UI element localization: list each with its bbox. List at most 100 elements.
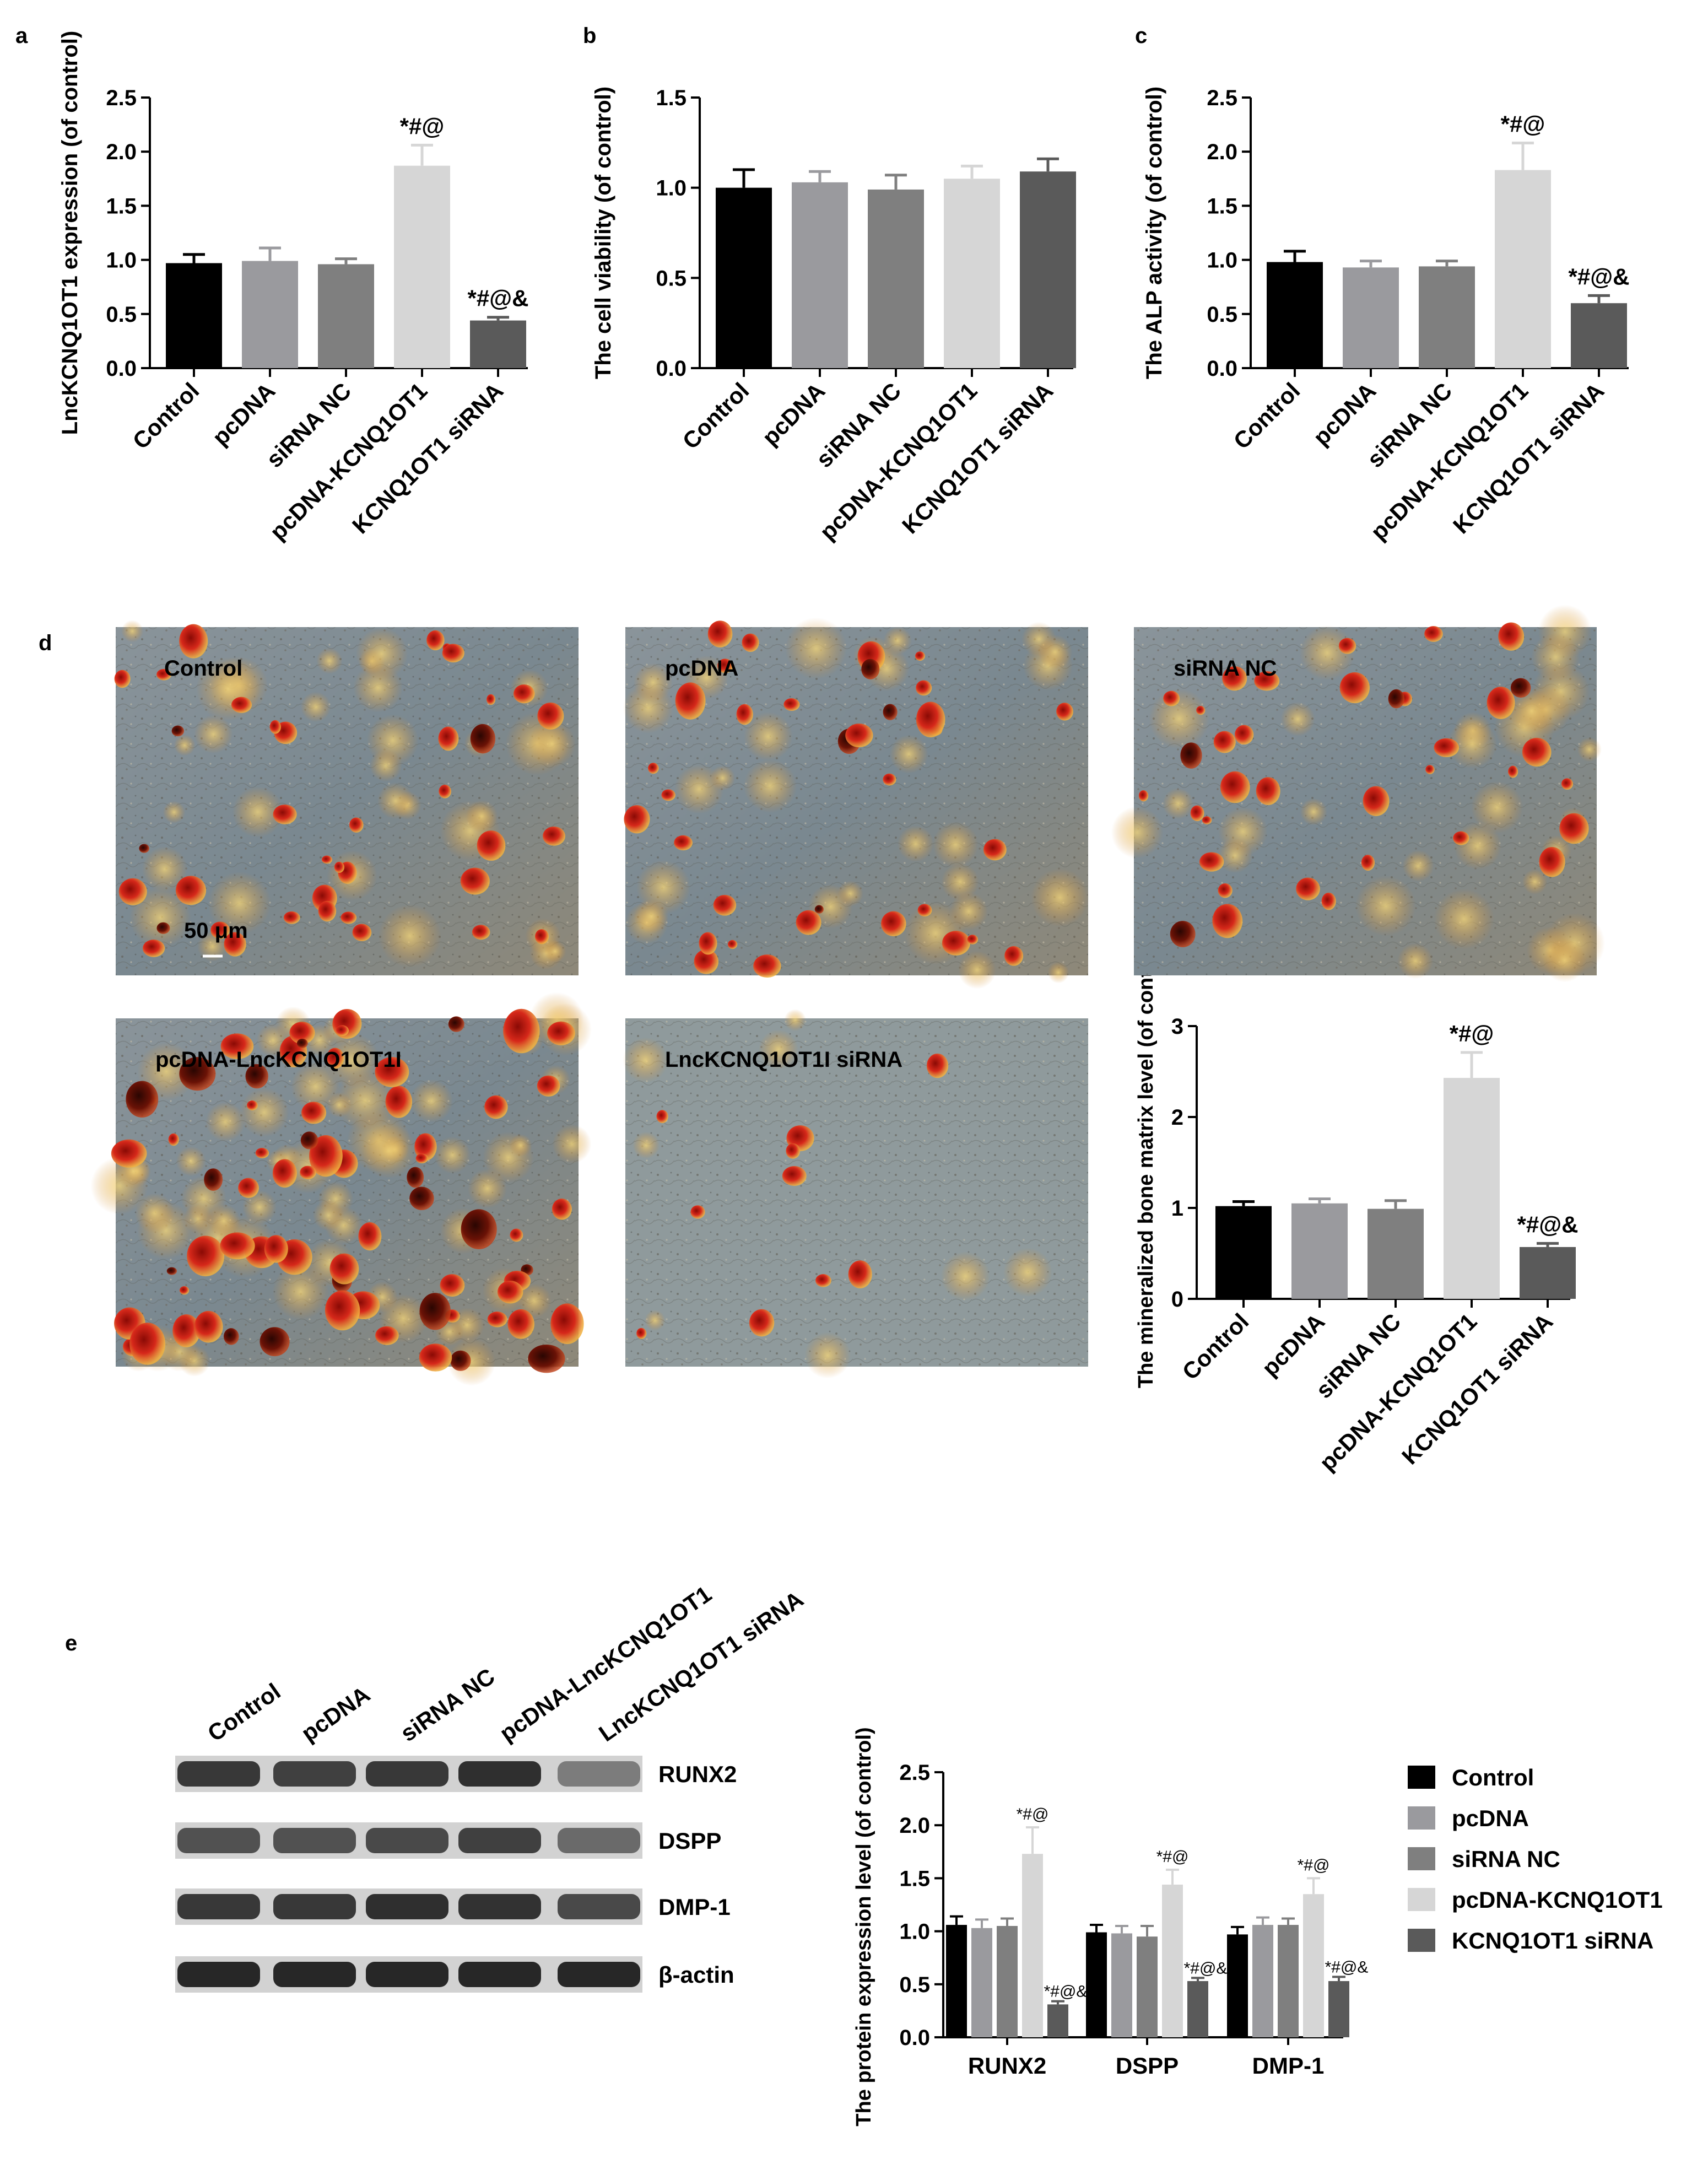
mineral-nodule xyxy=(537,1075,560,1097)
mineral-nodule xyxy=(699,932,717,955)
mineral-nodule xyxy=(916,702,945,738)
stain-haze xyxy=(163,801,186,824)
mineral-nodule xyxy=(848,1260,872,1288)
mineral-nodule xyxy=(1339,672,1370,704)
mineral-nodule xyxy=(1218,883,1233,898)
y-tick-label: 2.5 xyxy=(1207,86,1237,110)
mineral-nodule xyxy=(210,921,230,939)
mineral-nodule xyxy=(782,1166,807,1186)
blot-row-label: DSPP xyxy=(658,1828,721,1854)
stain-haze xyxy=(784,1009,807,1032)
micrograph-2: pcDNA xyxy=(623,617,1089,989)
stain-haze xyxy=(958,951,996,989)
chart-a: 0.0 0.5 1.0 1.5 2.0 2.5 LncKCNQ1OT1 expression… xyxy=(58,31,529,545)
significance-label: *#@& xyxy=(1044,1983,1088,2001)
bar xyxy=(470,320,526,368)
significance-label: *#@ xyxy=(1156,1848,1189,1866)
mineral-nodule xyxy=(1539,846,1565,877)
stain-haze xyxy=(378,904,442,968)
blot-lane-label: siRNA NC xyxy=(396,1663,499,1746)
mineral-nodule xyxy=(742,633,759,652)
mineral-nodule xyxy=(440,1274,465,1297)
blot-band xyxy=(458,1894,541,1919)
significance-label: *#@ xyxy=(1017,1805,1049,1823)
chart-c: 0.0 0.5 1.0 1.5 2.0 2.5 The ALP activity (of c… xyxy=(1142,86,1630,545)
blot-band xyxy=(366,1894,448,1919)
mineral-nodule xyxy=(246,1100,258,1111)
mineral-nodule xyxy=(1487,687,1515,719)
stain-haze xyxy=(1299,625,1355,681)
stain-haze xyxy=(889,735,928,774)
mineral-nodule xyxy=(272,1159,297,1188)
y-tick-label: 2 xyxy=(1171,1105,1183,1130)
stain-haze xyxy=(121,620,144,643)
y-tick-label: 1.5 xyxy=(656,86,687,110)
mineral-nodule xyxy=(179,1286,190,1295)
blot-lane-label: Control xyxy=(203,1678,285,1746)
mineral-nodule xyxy=(547,1021,575,1045)
mineral-nodule xyxy=(814,905,824,914)
mineral-nodule xyxy=(139,844,149,853)
micrograph-3: siRNA NC xyxy=(1111,605,1606,983)
blot-band xyxy=(177,1828,260,1853)
legend-swatch xyxy=(1408,1847,1435,1870)
mineral-nodule xyxy=(321,855,333,864)
y-tick-label: 1.0 xyxy=(899,1920,930,1944)
mineral-nodule xyxy=(1056,703,1073,721)
mineral-nodule xyxy=(438,726,459,751)
mineral-nodule xyxy=(472,925,490,940)
stain-haze xyxy=(552,1124,592,1164)
mineral-nodule xyxy=(1363,786,1390,816)
mineral-nodule xyxy=(1453,831,1469,845)
stain-haze xyxy=(206,1102,246,1142)
micrograph-label: siRNA NC xyxy=(1174,656,1277,681)
stain-haze xyxy=(633,1131,660,1159)
mineral-nodule xyxy=(118,878,147,905)
mineral-nodule xyxy=(142,939,165,957)
blot-band xyxy=(273,1962,356,1987)
mineral-nodule xyxy=(156,668,172,681)
mineral-nodule xyxy=(1199,852,1224,872)
mineral-nodule xyxy=(487,1312,507,1328)
stain-haze xyxy=(1543,938,1587,983)
blot-band xyxy=(366,1962,448,1987)
stain-haze xyxy=(142,846,188,892)
mineral-nodule xyxy=(674,835,693,851)
stain-haze xyxy=(1037,634,1073,670)
mineral-nodule xyxy=(1213,731,1236,753)
mineral-nodule xyxy=(497,1281,523,1304)
mineral-nodule xyxy=(460,867,490,895)
y-tick-label: 2.0 xyxy=(106,140,137,164)
bar xyxy=(1020,171,1076,368)
mineral-nodule xyxy=(179,1057,216,1091)
mineral-nodule xyxy=(223,1328,239,1345)
blot-band xyxy=(273,1828,356,1853)
stain-haze xyxy=(1531,633,1580,682)
chart-b: 0.0 0.5 1.0 1.5 The cell viability (of contr… xyxy=(591,86,1076,545)
mineral-nodule xyxy=(336,1025,349,1036)
mineral-nodule xyxy=(1296,877,1320,900)
mineral-nodule xyxy=(983,839,1007,861)
mineral-nodule xyxy=(1338,638,1356,654)
blot-band xyxy=(458,1962,541,1987)
stain-haze xyxy=(134,1193,175,1233)
mineral-nodule xyxy=(1180,742,1202,769)
mineral-nodule xyxy=(942,931,970,956)
stain-haze xyxy=(361,1123,417,1179)
mineral-nodule xyxy=(414,1133,437,1161)
panel-label-d: d xyxy=(39,631,52,655)
mineral-nodule xyxy=(1138,790,1149,802)
stain-haze xyxy=(1434,888,1494,949)
bar xyxy=(1267,262,1323,368)
bar xyxy=(944,179,1000,368)
mineral-nodule xyxy=(675,682,706,720)
blot-band xyxy=(273,1761,356,1787)
micrograph-texture xyxy=(625,1018,1088,1367)
x-tick-label: pcDNA xyxy=(757,377,830,450)
mineral-nodule xyxy=(883,773,896,786)
mineral-nodule xyxy=(220,1033,254,1060)
blot-row-label: DMP-1 xyxy=(658,1894,731,1920)
bar xyxy=(792,182,848,368)
significance-label: *#@& xyxy=(468,285,529,311)
mineral-nodule xyxy=(1254,671,1280,691)
